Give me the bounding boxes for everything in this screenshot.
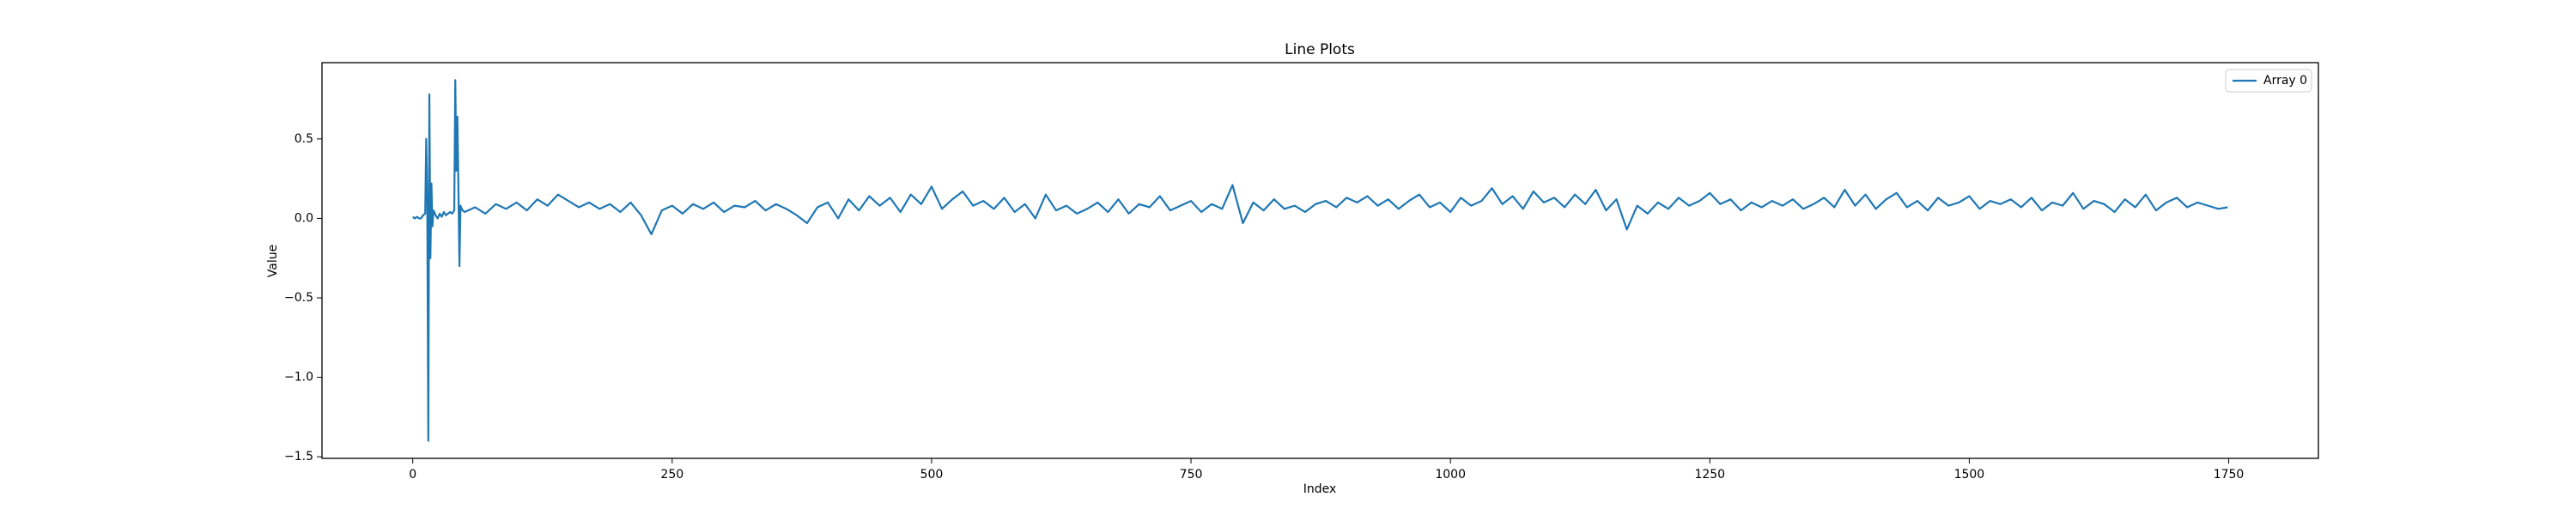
- plot-frame: [321, 62, 2319, 459]
- y-tick-label: −1.5: [284, 450, 313, 464]
- data-line: [412, 79, 2228, 442]
- legend-box: [2225, 69, 2312, 93]
- x-tick-label: 1750: [2214, 468, 2245, 482]
- chart-title: Line Plots: [1285, 41, 1355, 58]
- legend-label: Array 0: [2263, 74, 2307, 88]
- x-tick-label: 500: [920, 468, 944, 482]
- y-tick-label: −1.0: [284, 371, 313, 385]
- x-tick-label: 250: [660, 468, 683, 482]
- x-tick-label: 1250: [1694, 468, 1725, 482]
- y-tick-label: 0.0: [295, 211, 313, 225]
- x-axis-label: Index: [1303, 482, 1337, 496]
- y-tick-label: −0.5: [284, 291, 313, 305]
- y-tick-label: 0.5: [295, 132, 313, 146]
- x-tick-label: 0: [409, 468, 416, 482]
- y-axis-label: Value: [266, 245, 280, 277]
- x-tick-label: 1500: [1954, 468, 1985, 482]
- x-tick-label: 1000: [1435, 468, 1466, 482]
- x-tick-label: 750: [1180, 468, 1203, 482]
